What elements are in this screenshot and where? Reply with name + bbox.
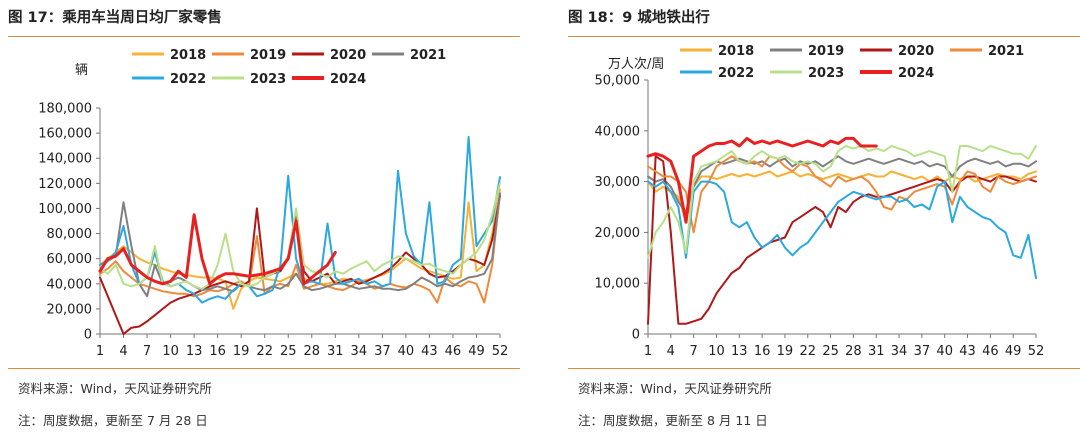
y-tick-label: 0	[84, 328, 92, 343]
x-tick-label: 10	[708, 344, 725, 359]
x-tick-label: 1	[96, 344, 104, 359]
x-tick-label: 46	[982, 344, 999, 359]
x-tick-label: 16	[209, 344, 226, 359]
x-tick-label: 22	[256, 344, 273, 359]
y-tick-label: 160,000	[38, 127, 92, 142]
x-tick-label: 46	[445, 344, 462, 359]
chart-title: 图 18：9 城地铁出行	[568, 10, 710, 26]
series-line-2020	[647, 155, 1037, 325]
y-axis-label: 万人次/周	[608, 56, 664, 72]
update-note: 注：周度数据，更新至 8 月 11 日	[578, 413, 768, 428]
y-tick-label: 100,000	[38, 202, 92, 217]
series-line-2023	[647, 145, 1037, 259]
legend-label-2023: 2023	[250, 72, 286, 87]
series-line-2024	[646, 136, 878, 224]
y-axis-label: 辆	[75, 63, 88, 78]
x-tick-label: 7	[143, 344, 151, 359]
x-tick-label: 22	[799, 344, 816, 359]
update-note: 注：周度数据，更新至 7 月 28 日	[18, 413, 208, 428]
x-tick-label: 37	[374, 344, 391, 359]
x-tick-label: 16	[754, 344, 771, 359]
x-tick-label: 1	[644, 344, 652, 359]
legend-label-2020: 2020	[330, 48, 366, 63]
y-tick-label: 120,000	[38, 177, 92, 192]
legend-label-2022: 2022	[170, 72, 206, 87]
y-tick-label: 30,000	[595, 175, 641, 190]
series-line-2018	[647, 170, 1037, 224]
x-tick-label: 49	[1005, 344, 1022, 359]
legend-label-2019: 2019	[250, 48, 286, 63]
subway-line-chart: 0 10,000 20,000 30,000 40,000 50,000 1 4 7 10 13 16…	[595, 44, 1045, 359]
x-tick-label: 40	[936, 344, 953, 359]
y-tick-label: 0	[632, 328, 640, 343]
source-note: 资料来源：Wind，天风证券研究所	[578, 381, 772, 396]
series-line-2020	[99, 194, 501, 335]
legend-label-2021: 2021	[410, 48, 446, 63]
x-tick-label: 4	[119, 344, 127, 359]
x-tick-label: 37	[914, 344, 931, 359]
retail-line-chart: 0 20,000 40,000 60,000 80,000 100,000 120,000 1…	[38, 48, 509, 359]
x-tick-label: 25	[822, 344, 839, 359]
title-rule	[568, 36, 1080, 37]
y-tick-label: 40,000	[595, 124, 641, 139]
legend-label-2024: 2024	[898, 66, 934, 81]
source-note: 资料来源：Wind，天风证券研究所	[18, 381, 212, 396]
legend-label-2022: 2022	[718, 66, 754, 81]
x-tick-label: 31	[327, 344, 344, 359]
chart-title: 图 17：乘用车当周日均厂家零售	[8, 10, 222, 26]
legend-label-2018: 2018	[170, 48, 206, 63]
y-tick-label: 20,000	[595, 226, 641, 241]
x-tick-label: 43	[421, 344, 438, 359]
x-tick-label: 34	[891, 344, 908, 359]
series-line-2022	[647, 180, 1037, 280]
x-tick-label: 52	[1028, 344, 1045, 359]
x-tick-label: 4	[667, 344, 675, 359]
y-tick-label: 40,000	[47, 277, 93, 292]
legend-label-2020: 2020	[898, 44, 934, 59]
x-tick-label: 19	[777, 344, 794, 359]
title-rule	[8, 36, 520, 37]
x-tick-label: 28	[845, 344, 862, 359]
x-tick-label: 52	[492, 344, 509, 359]
series-line-2021	[647, 155, 1037, 234]
y-tick-label: 20,000	[47, 302, 93, 317]
y-tick-label: 60,000	[47, 252, 93, 267]
x-tick-label: 49	[468, 344, 485, 359]
x-tick-label: 40	[398, 344, 415, 359]
source-rule	[8, 368, 520, 369]
x-tick-label: 31	[868, 344, 885, 359]
legend-label-2023: 2023	[808, 66, 844, 81]
y-tick-label: 140,000	[38, 152, 92, 167]
source-rule	[568, 368, 1080, 369]
x-tick-label: 10	[162, 344, 179, 359]
legend-label-2019: 2019	[808, 44, 844, 59]
y-tick-label: 10,000	[595, 277, 641, 292]
chart-panel-retail: 图 17：乘用车当周日均厂家零售 0 20,000 40,000 60,000 80,0…	[0, 0, 520, 441]
x-tick-label: 43	[959, 344, 976, 359]
chart-panel-subway: 图 18：9 城地铁出行 0 10,000 20,000 30,000 40,000 50…	[560, 0, 1080, 441]
series-line-2019	[99, 192, 501, 304]
x-tick-label: 34	[351, 344, 368, 359]
x-tick-label: 19	[233, 344, 250, 359]
y-tick-label: 80,000	[47, 227, 93, 242]
y-tick-label: 50,000	[595, 74, 641, 89]
y-tick-label: 180,000	[38, 102, 92, 117]
x-tick-label: 28	[303, 344, 320, 359]
x-tick-label: 13	[731, 344, 748, 359]
x-tick-label: 25	[280, 344, 297, 359]
series-line-2023	[99, 182, 501, 290]
legend-label-2024: 2024	[330, 72, 366, 87]
x-tick-label: 13	[186, 344, 203, 359]
series-line-2019	[647, 155, 1037, 214]
x-tick-label: 7	[690, 344, 698, 359]
series-line-2024	[98, 213, 337, 286]
legend-label-2018: 2018	[718, 44, 754, 59]
legend-label-2021: 2021	[988, 44, 1024, 59]
